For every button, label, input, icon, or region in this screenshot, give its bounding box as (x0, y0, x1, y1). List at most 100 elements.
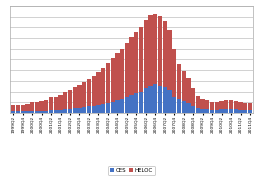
Bar (125, 43, 129, 97)
Bar (163, 21, 167, 87)
Bar (125, 97, 129, 113)
Bar (186, 78, 191, 103)
Bar (224, 109, 228, 113)
Bar (229, 100, 233, 109)
Bar (39, 101, 44, 111)
Bar (63, 92, 67, 109)
Bar (144, 20, 148, 88)
Bar (238, 110, 243, 113)
Bar (77, 85, 82, 108)
Bar (92, 106, 96, 113)
Bar (205, 109, 209, 113)
Bar (106, 103, 110, 113)
Bar (63, 109, 67, 113)
Bar (196, 96, 200, 108)
Bar (16, 112, 20, 113)
Bar (153, 14, 157, 84)
Bar (30, 111, 34, 113)
Bar (210, 110, 214, 113)
Bar (172, 49, 176, 97)
Bar (82, 107, 86, 113)
Bar (182, 101, 186, 113)
Bar (101, 68, 105, 104)
Bar (11, 105, 15, 112)
Bar (186, 103, 191, 113)
Bar (234, 101, 238, 109)
Bar (87, 79, 91, 106)
Legend: CES, HELOC: CES, HELOC (108, 166, 155, 175)
Bar (248, 110, 252, 113)
Bar (44, 111, 49, 113)
Bar (72, 87, 77, 108)
Bar (35, 111, 39, 113)
Bar (196, 108, 200, 113)
Bar (205, 100, 209, 109)
Bar (58, 110, 63, 113)
Bar (25, 104, 29, 112)
Bar (82, 82, 86, 107)
Bar (215, 102, 219, 110)
Bar (134, 93, 139, 113)
Bar (243, 110, 247, 113)
Bar (68, 90, 72, 109)
Bar (77, 108, 82, 113)
Bar (158, 16, 162, 86)
Bar (11, 112, 15, 113)
Bar (58, 95, 63, 110)
Bar (200, 109, 205, 113)
Bar (248, 103, 252, 110)
Bar (115, 53, 119, 100)
Bar (115, 100, 119, 113)
Bar (35, 102, 39, 111)
Bar (167, 30, 172, 90)
Bar (191, 106, 195, 113)
Bar (220, 109, 224, 113)
Bar (158, 86, 162, 113)
Bar (96, 105, 101, 113)
Bar (243, 103, 247, 110)
Bar (130, 37, 134, 95)
Bar (110, 58, 115, 102)
Bar (130, 95, 134, 113)
Bar (224, 100, 228, 109)
Bar (148, 15, 153, 86)
Bar (44, 100, 49, 111)
Bar (49, 97, 53, 110)
Bar (54, 110, 58, 113)
Bar (210, 102, 214, 110)
Bar (110, 102, 115, 113)
Bar (167, 90, 172, 113)
Bar (172, 97, 176, 113)
Bar (39, 111, 44, 113)
Bar (220, 101, 224, 109)
Bar (191, 88, 195, 106)
Bar (25, 112, 29, 113)
Bar (16, 105, 20, 112)
Bar (144, 88, 148, 113)
Bar (87, 106, 91, 113)
Bar (177, 99, 181, 113)
Bar (134, 32, 139, 93)
Bar (229, 109, 233, 113)
Bar (163, 87, 167, 113)
Bar (20, 105, 25, 112)
Bar (215, 110, 219, 113)
Bar (153, 84, 157, 113)
Bar (20, 112, 25, 113)
Bar (177, 64, 181, 99)
Bar (120, 99, 124, 113)
Bar (96, 72, 101, 105)
Bar (30, 102, 34, 111)
Bar (72, 108, 77, 113)
Bar (49, 110, 53, 113)
Bar (139, 92, 143, 113)
Bar (92, 76, 96, 106)
Bar (54, 97, 58, 110)
Bar (139, 27, 143, 92)
Bar (200, 99, 205, 109)
Bar (101, 104, 105, 113)
Bar (68, 109, 72, 113)
Bar (106, 63, 110, 103)
Bar (238, 102, 243, 110)
Bar (148, 86, 153, 113)
